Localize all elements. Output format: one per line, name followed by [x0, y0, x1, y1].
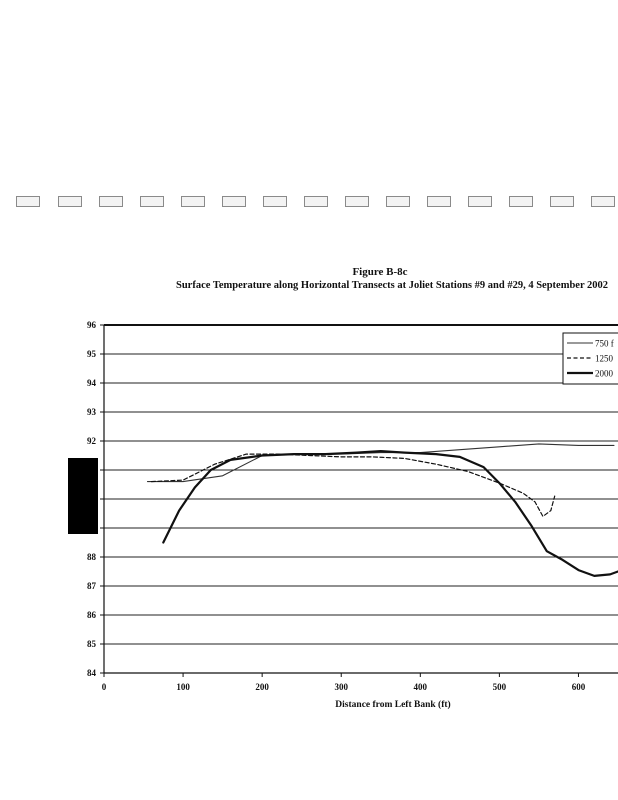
figure-subtitle: Surface Temperature along Horizontal Tra…	[176, 280, 609, 291]
redaction-block	[68, 458, 98, 534]
y-tick-label: 94	[87, 378, 97, 388]
legend-label-3: 2000	[595, 369, 614, 379]
y-tick-label: 88	[87, 552, 97, 562]
binding-hole	[468, 196, 492, 207]
x-tick-label: 0	[102, 682, 107, 692]
figure-title: Figure B-8c	[352, 266, 408, 278]
y-tick-label: 84	[87, 668, 97, 678]
binding-hole	[386, 196, 410, 207]
binding-hole	[181, 196, 205, 207]
x-tick-label: 100	[176, 682, 190, 692]
binding-hole	[427, 196, 451, 207]
y-tick-label: 87	[87, 581, 97, 591]
y-tick-label: 85	[87, 639, 97, 649]
y-tick-label: 95	[87, 349, 97, 359]
x-axis-label: Distance from Left Bank (ft)	[335, 699, 450, 710]
x-tick-label: 200	[255, 682, 269, 692]
binding-hole	[509, 196, 533, 207]
y-tick-label: 93	[87, 407, 97, 417]
y-tick-label: 86	[87, 610, 97, 620]
y-tick-label: 92	[87, 436, 97, 446]
binding-hole	[99, 196, 123, 207]
binding-hole	[550, 196, 574, 207]
legend-label-2: 1250	[595, 354, 614, 364]
binding-hole	[140, 196, 164, 207]
x-tick-label: 400	[414, 682, 428, 692]
series-line-2	[150, 453, 556, 518]
binding-hole	[58, 196, 82, 207]
y-tick-label: 96	[87, 320, 97, 330]
binding-hole	[222, 196, 246, 207]
binding-hole	[591, 196, 615, 207]
legend-label-1: 750 f	[595, 339, 614, 349]
x-tick-label: 500	[493, 682, 507, 692]
binding-hole	[304, 196, 328, 207]
binding-hole	[16, 196, 40, 207]
x-tick-label: 300	[334, 682, 348, 692]
series-line-3	[162, 450, 618, 578]
binding-hole	[263, 196, 287, 207]
binding-holes	[0, 193, 618, 211]
series-line-1	[146, 443, 615, 483]
x-tick-label: 600	[572, 682, 586, 692]
binding-hole	[345, 196, 369, 207]
